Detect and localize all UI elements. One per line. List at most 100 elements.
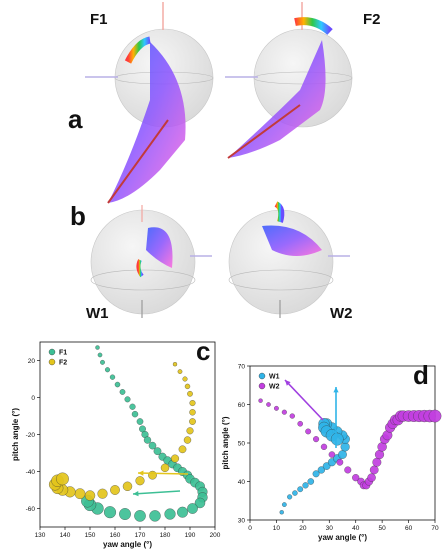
x-tick-label: 50 xyxy=(379,525,387,532)
legend-marker-f2 xyxy=(48,358,56,366)
data-point-f1 xyxy=(131,410,139,418)
data-point-f1 xyxy=(119,508,131,520)
data-point-w2 xyxy=(320,443,328,450)
panel-letter-a: a xyxy=(68,104,83,134)
legend-label-f1: F1 xyxy=(59,349,67,356)
data-point-f1 xyxy=(119,389,126,395)
data-point-w1 xyxy=(302,482,309,489)
series-f1 xyxy=(81,345,208,522)
data-point-f1 xyxy=(149,510,161,522)
panel-letter-c: c xyxy=(196,336,210,366)
data-point-f2 xyxy=(110,485,120,495)
sphere-w1-equator xyxy=(90,269,196,291)
x-tick-label: 160 xyxy=(110,532,121,539)
x-tick-label: 130 xyxy=(35,532,46,539)
data-point-f2 xyxy=(122,481,133,491)
data-point-w1 xyxy=(330,432,344,446)
data-point-w1 xyxy=(317,466,325,474)
sphere-w2 xyxy=(228,209,334,315)
data-point-f2 xyxy=(178,445,187,454)
data-point-w2 xyxy=(258,398,263,403)
wing-blade-w1 xyxy=(146,227,173,268)
data-point-f2 xyxy=(172,362,178,367)
data-point-w2 xyxy=(274,405,279,411)
legend-marker-f1 xyxy=(48,348,56,356)
y-tick-label: 20 xyxy=(28,358,36,365)
data-point-w2 xyxy=(369,465,379,475)
data-point-w2 xyxy=(372,457,382,467)
chart-d: d 0 10 20 30 40 50 60 70 30 40 50 60 70 yaw angle (°)… xyxy=(221,360,442,542)
legend-marker-w2 xyxy=(258,382,266,390)
data-point-w2 xyxy=(313,436,320,443)
direction-arrow-f1-shaft xyxy=(132,490,181,495)
y-tick-label: 70 xyxy=(238,363,246,370)
series-w2 xyxy=(258,398,442,490)
y-axis-title: pitch angle (°) xyxy=(221,416,230,469)
data-point-w1 xyxy=(281,502,287,507)
data-point-f1 xyxy=(177,506,188,518)
data-point-f1 xyxy=(124,396,131,403)
direction-arrow-w1-head xyxy=(333,387,339,393)
data-point-f1 xyxy=(100,359,105,365)
data-point-f2 xyxy=(187,390,193,397)
x-tick-label: 150 xyxy=(85,532,96,539)
wing-label-f1: F1 xyxy=(90,11,108,28)
data-point-f1 xyxy=(103,506,117,519)
series-w1 xyxy=(279,418,350,515)
data-point-f2 xyxy=(177,369,183,374)
x-tick-label: 140 xyxy=(60,532,71,539)
illustration-b: b W1 W2 xyxy=(70,201,353,322)
y-tick-label: -60 xyxy=(26,506,36,513)
data-point-w1 xyxy=(292,490,298,496)
sphere-w1 xyxy=(90,209,196,315)
leading-edge-f1 xyxy=(107,119,169,204)
plot-frame xyxy=(39,341,216,528)
wing-root-f1 xyxy=(124,36,151,64)
data-point-w1 xyxy=(297,486,304,493)
x-tick-label: 170 xyxy=(135,532,146,539)
legend-label-f2: F2 xyxy=(59,359,67,366)
data-point-f2 xyxy=(170,454,180,463)
wing-root-f2 xyxy=(294,17,333,36)
data-point-w2 xyxy=(266,402,271,407)
leading-edge-f2 xyxy=(227,104,301,159)
x-tick-label: 20 xyxy=(299,525,307,532)
data-point-f1 xyxy=(164,508,176,520)
wing-label-w1: W1 xyxy=(86,305,109,322)
sphere-w2-equator xyxy=(228,269,334,291)
data-point-w2 xyxy=(428,409,442,423)
x-axis-title: yaw angle (°) xyxy=(103,540,152,549)
data-point-f2 xyxy=(184,383,191,390)
data-point-w2 xyxy=(297,420,303,427)
data-point-f2 xyxy=(182,376,188,382)
legend-label-w1: W1 xyxy=(269,373,280,380)
x-axis-title: yaw angle (°) xyxy=(318,533,367,542)
y-tick-label: 30 xyxy=(238,517,246,524)
data-point-w1 xyxy=(307,478,315,485)
data-point-f1 xyxy=(153,447,162,456)
direction-arrow-f2-shaft xyxy=(137,472,189,475)
legend-marker-w1 xyxy=(258,372,266,380)
data-point-f1 xyxy=(148,441,157,450)
series-f2 xyxy=(48,362,196,501)
wing-blade-w2 xyxy=(262,225,322,256)
data-point-f1 xyxy=(194,497,206,509)
data-point-w2 xyxy=(367,473,376,482)
y-tick-label: 50 xyxy=(238,440,246,447)
data-point-f2 xyxy=(74,488,86,500)
data-point-w2 xyxy=(344,466,352,474)
panel-letter-d: d xyxy=(413,360,429,390)
data-point-f2 xyxy=(183,436,192,444)
data-point-f1 xyxy=(129,403,136,410)
x-tick-label: 190 xyxy=(185,532,196,539)
data-point-f2 xyxy=(135,476,145,486)
wing-label-f2: F2 xyxy=(363,11,381,28)
chart-c: c 130 140 150 160 170 180 190 200 -60 -40 -20 0 20 ya… xyxy=(11,336,221,549)
x-tick-label: 0 xyxy=(248,525,252,532)
data-point-f2 xyxy=(189,418,196,425)
x-tick-label: 200 xyxy=(210,532,221,539)
data-point-f2 xyxy=(160,463,170,472)
illustration-a: F1 F2 a xyxy=(68,2,381,204)
data-point-f2 xyxy=(189,409,196,416)
